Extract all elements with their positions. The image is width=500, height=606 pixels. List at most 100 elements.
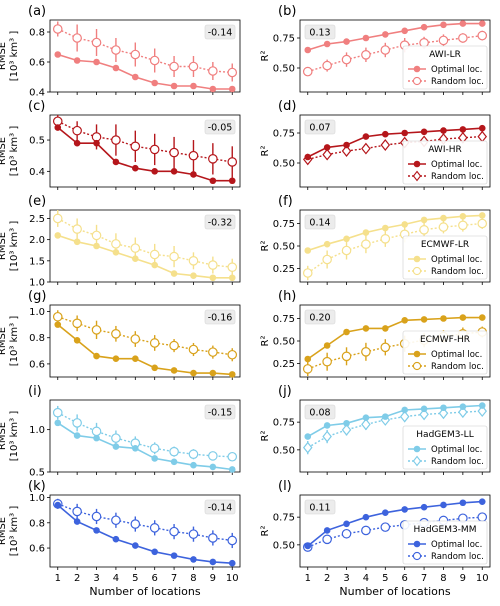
random-point bbox=[91, 325, 102, 335]
random-point bbox=[361, 525, 371, 536]
optimal-point bbox=[54, 124, 62, 131]
optimal-point bbox=[382, 325, 389, 332]
legend-marker bbox=[413, 65, 421, 73]
y-axis-label: R² bbox=[260, 241, 271, 252]
x-tick-label: 6 bbox=[152, 573, 158, 584]
optimal-point bbox=[54, 501, 62, 509]
x-axis-label: Number of locations bbox=[339, 585, 450, 598]
x-tick-label: 10 bbox=[226, 573, 239, 584]
optimal-point bbox=[382, 413, 389, 420]
optimal-point bbox=[54, 51, 62, 58]
random-series-line bbox=[57, 217, 233, 268]
legend-marker bbox=[413, 160, 421, 168]
x-tick-label: 4 bbox=[363, 573, 369, 584]
random-point bbox=[52, 407, 63, 418]
axes-frame bbox=[49, 399, 241, 473]
legend-label: Random loc. bbox=[431, 362, 484, 372]
optimal-point bbox=[420, 405, 428, 413]
annotation-box bbox=[304, 24, 336, 40]
y-axis-label: R² bbox=[260, 431, 271, 442]
y-tick-label: 0.8 bbox=[29, 333, 45, 344]
legend: HadGEM3-MM Optimal loc. Random loc. bbox=[402, 520, 488, 565]
annotation-value: -0.05 bbox=[208, 123, 233, 134]
random-point bbox=[419, 408, 429, 421]
legend-title: ECMWF-LR bbox=[421, 240, 469, 250]
optimal-point bbox=[362, 513, 370, 521]
optimal-point bbox=[151, 548, 158, 556]
optimal-series-line bbox=[57, 504, 233, 564]
optimal-point bbox=[170, 82, 178, 90]
optimal-point bbox=[112, 443, 120, 450]
y-axis-label-line: [10³ km³ ] bbox=[9, 411, 20, 462]
annotation-value: 0.20 bbox=[309, 313, 330, 324]
legend-marker bbox=[412, 76, 422, 86]
optimal-point bbox=[478, 498, 486, 505]
random-point bbox=[380, 45, 391, 55]
y-axis-label-line: [10³ km³ ] bbox=[9, 316, 20, 367]
optimal-point bbox=[132, 73, 139, 81]
y-tick-label: 0.50 bbox=[273, 242, 295, 253]
optimal-point bbox=[170, 168, 178, 175]
random-point bbox=[188, 150, 199, 161]
random-point bbox=[149, 55, 160, 66]
x-tick-label: 4 bbox=[113, 573, 119, 584]
random-point bbox=[188, 61, 199, 72]
legend-box bbox=[402, 330, 488, 375]
optimal-point bbox=[420, 128, 428, 136]
optimal-point bbox=[401, 27, 408, 35]
y-axis-label-line: [10³ km³ ] bbox=[9, 506, 20, 557]
optimal-point bbox=[54, 232, 62, 239]
legend: ECMWF-LR Optimal loc. Random loc. bbox=[402, 235, 488, 280]
optimal-series-line bbox=[57, 422, 233, 471]
optimal-point bbox=[323, 342, 331, 349]
y-tick-label: 0.4 bbox=[29, 88, 45, 99]
random-point bbox=[361, 418, 371, 431]
y-tick-label: 0.50 bbox=[273, 540, 295, 551]
optimal-point bbox=[228, 466, 236, 473]
optimal-point bbox=[73, 337, 81, 344]
optimal-point bbox=[304, 542, 312, 550]
x-tick-label: 3 bbox=[343, 573, 349, 584]
random-point bbox=[458, 33, 468, 43]
random-point bbox=[227, 262, 238, 272]
optimal-point bbox=[112, 355, 120, 362]
legend: AWI-LR Optimal loc. Random loc. bbox=[402, 45, 488, 90]
random-point bbox=[111, 135, 121, 145]
y-axis-label-line: RMSE bbox=[0, 327, 8, 355]
legend-box bbox=[402, 425, 488, 470]
random-point bbox=[227, 67, 238, 78]
legend-title: ECMWF-HR bbox=[420, 335, 470, 345]
optimal-point bbox=[304, 46, 312, 54]
panel-label: (c) bbox=[28, 99, 45, 114]
axes-frame bbox=[49, 114, 241, 188]
panel-e: (e) 1.0 1.5 2.0 2.5 RMSE[10³ km³ ] -0.32 bbox=[0, 194, 241, 289]
annotation-box bbox=[304, 309, 336, 325]
y-axis-label: RMSE[10³ km³ ] bbox=[0, 411, 20, 462]
optimal-point bbox=[401, 317, 408, 324]
panel-c: (c) 0.4 0.5 RMSE[10³ km³ ] -0.05 bbox=[0, 99, 241, 190]
y-axis-label: R² bbox=[260, 146, 271, 157]
optimal-point bbox=[440, 214, 447, 222]
y-axis-label: R² bbox=[260, 526, 271, 537]
x-tick-label: 8 bbox=[190, 573, 196, 584]
random-series-line bbox=[57, 412, 233, 458]
random-point bbox=[169, 61, 179, 72]
optimal-point bbox=[93, 527, 100, 534]
x-tick-label: 1 bbox=[305, 573, 311, 584]
optimal-point bbox=[362, 229, 370, 236]
optimal-point bbox=[401, 129, 408, 137]
random-point bbox=[302, 66, 313, 77]
x-tick-label: 6 bbox=[402, 573, 408, 584]
y-tick-label: 0.50 bbox=[273, 64, 295, 75]
legend-title: HadGEM3-MM bbox=[414, 525, 477, 535]
optimal-point bbox=[132, 542, 139, 549]
optimal-point bbox=[54, 419, 62, 427]
legend-title: AWI-HR bbox=[428, 145, 462, 155]
optimal-point bbox=[132, 255, 139, 263]
optimal-point bbox=[228, 559, 236, 567]
optimal-point bbox=[459, 126, 467, 133]
panel-label: (h) bbox=[278, 289, 296, 304]
random-point bbox=[149, 443, 160, 454]
optimal-series-line bbox=[307, 214, 483, 252]
